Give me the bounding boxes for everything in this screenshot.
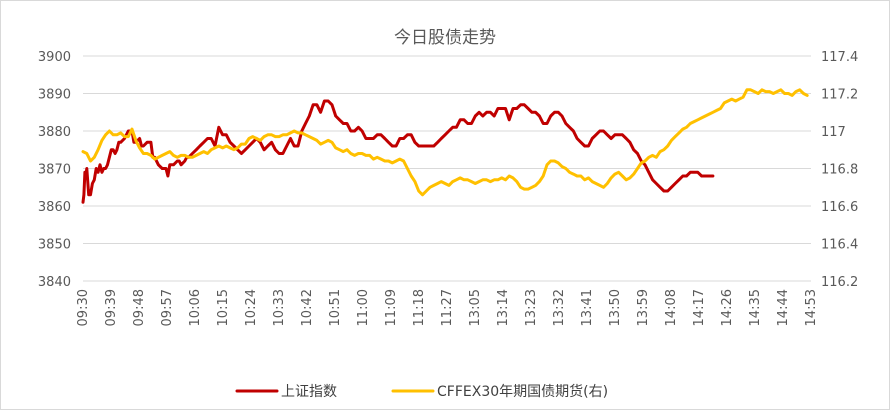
- series-line-cffex: [81, 88, 809, 197]
- y-right-tick-label: 116.6: [821, 200, 858, 215]
- x-tick-label: 14:35: [748, 289, 763, 326]
- y-right-tick-label: 116.2: [821, 275, 858, 290]
- x-tick-label: 13:59: [636, 289, 651, 326]
- x-tick-label: 13:05: [468, 289, 483, 326]
- y-right-tick-label: 117.4: [821, 50, 858, 65]
- x-tick-label: 09:30: [76, 289, 91, 326]
- x-tick-label: 13:32: [552, 289, 567, 326]
- x-tick-label: 10:15: [216, 289, 231, 326]
- y-left-tick-label: 3840: [38, 275, 71, 290]
- x-tick-label: 14:53: [804, 289, 819, 326]
- series-line-sse: [81, 99, 715, 204]
- y-left-tick-label: 3860: [38, 200, 71, 215]
- x-tick-label: 09:39: [104, 289, 119, 326]
- legend-label: CFFEX30年期国债期货(右): [437, 383, 608, 400]
- x-tick-label: 11:27: [440, 289, 455, 326]
- x-tick-label: 09:48: [132, 289, 147, 326]
- x-tick-label: 13:23: [524, 289, 539, 326]
- x-tick-label: 11:09: [384, 289, 399, 326]
- y-right-tick-label: 116.4: [821, 238, 858, 253]
- y-left-tick-label: 3900: [38, 50, 71, 65]
- legend-label: 上证指数: [281, 384, 337, 400]
- y-right-tick-label: 117: [821, 125, 846, 140]
- x-tick-label: 10:06: [188, 289, 203, 326]
- y-left-tick-label: 3870: [38, 163, 71, 178]
- y-right-tick-label: 116.8: [821, 163, 858, 178]
- y-left-tick-label: 3880: [38, 125, 71, 140]
- gridlines: [83, 55, 811, 282]
- x-tick-label: 13:50: [608, 289, 623, 326]
- x-tick-label: 10:51: [328, 289, 343, 326]
- x-tick-label: 14:08: [664, 289, 679, 326]
- x-tick-label: 14:17: [692, 289, 707, 326]
- y-axis-left: 3840 3850 3860 3870 3880 3890 3900: [38, 50, 71, 290]
- chart-title: 今日股债走势: [394, 28, 496, 48]
- x-tick-label: 13:41: [580, 289, 595, 326]
- legend: 上证指数 CFFEX30年期国债期货(右): [235, 383, 608, 400]
- x-tick-label: 14:26: [720, 289, 735, 326]
- y-left-tick-label: 3850: [38, 238, 71, 253]
- x-tick-label: 14:44: [776, 289, 791, 326]
- x-tick-label: 10:42: [300, 289, 315, 326]
- x-tick-label: 09:57: [160, 289, 175, 326]
- x-tick-label: 13:14: [496, 289, 511, 326]
- x-tick-label: 10:33: [272, 289, 287, 326]
- y-right-tick-label: 117.2: [821, 88, 858, 103]
- x-tick-label: 11:18: [412, 289, 427, 326]
- x-tick-label: 10:24: [244, 289, 259, 326]
- series-lines: [81, 88, 809, 204]
- y-left-tick-label: 3890: [38, 88, 71, 103]
- x-tick-label: 11:00: [356, 289, 371, 326]
- y-axis-right: 116.2 116.4 116.6 116.8 117 117.2 117.4: [821, 50, 858, 290]
- x-axis: 09:30 09:39 09:48 09:57 10:06 10:15 10:24 10:33…: [76, 289, 819, 326]
